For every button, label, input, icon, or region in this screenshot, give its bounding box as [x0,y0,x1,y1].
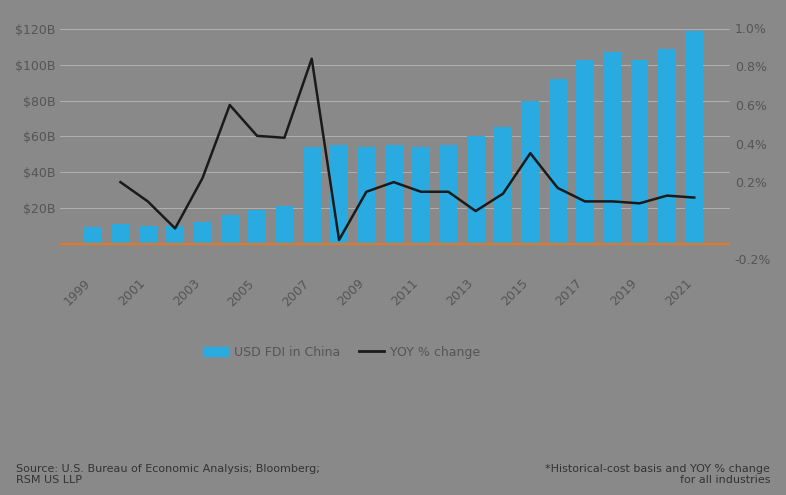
Bar [658,49,676,244]
Legend: USD FDI in China, YOY % change: USD FDI in China, YOY % change [198,341,485,363]
Bar [385,146,402,244]
Bar [439,146,457,244]
Bar [604,52,621,244]
Bar [330,146,348,244]
Bar [139,226,156,244]
Bar [549,79,567,244]
Bar [84,228,102,244]
Text: *Historical-cost basis and YOY % change
for all industries: *Historical-cost basis and YOY % change … [545,463,770,485]
Bar [193,222,211,244]
Bar [685,31,703,244]
Bar [494,128,512,244]
Bar [576,59,594,244]
Bar [221,215,239,244]
Bar [112,224,130,244]
Bar [166,226,184,244]
Bar [248,209,266,244]
Bar [412,147,430,244]
Bar [630,59,648,244]
Bar [303,147,321,244]
Bar [276,206,293,244]
Bar [467,137,484,244]
Text: Source: U.S. Bureau of Economic Analysis; Bloomberg;
RSM US LLP: Source: U.S. Bureau of Economic Analysis… [16,463,320,485]
Bar [358,147,375,244]
Bar [521,100,539,244]
